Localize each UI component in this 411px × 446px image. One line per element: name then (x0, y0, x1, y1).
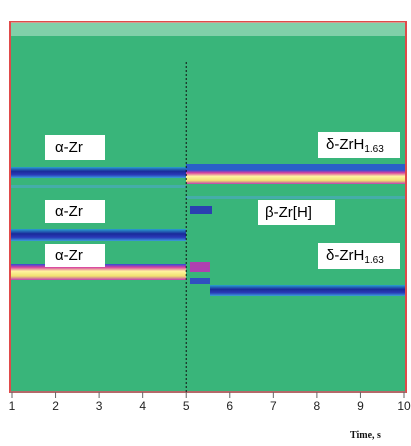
band (186, 164, 405, 171)
x-tick-label: 6 (226, 399, 233, 413)
band (11, 185, 186, 188)
label-box (318, 132, 400, 158)
x-axis-label: Time, s (350, 430, 381, 441)
x-tick-label: 3 (96, 399, 103, 413)
band (11, 264, 186, 280)
band (186, 170, 405, 184)
x-tick-label: 4 (139, 399, 146, 413)
band (11, 229, 186, 241)
annotation: δ-ZrH1.63 (326, 136, 384, 155)
annotation-text: δ-ZrH (326, 247, 364, 264)
annotation-sub: 1.63 (364, 255, 384, 266)
band (186, 196, 405, 199)
top-fade (11, 22, 405, 36)
x-tick-label: 5 (183, 399, 190, 413)
x-tick-label: 10 (397, 399, 411, 413)
label-box (318, 243, 400, 269)
label-box (45, 244, 105, 267)
band (190, 262, 210, 272)
label-box (45, 200, 105, 223)
annotation: α-Zr (55, 247, 83, 264)
x-tick-label: 9 (357, 399, 364, 413)
annotation: α-Zr (55, 139, 83, 156)
band (11, 167, 186, 178)
band (190, 278, 210, 284)
label-box (258, 200, 335, 225)
band (210, 285, 405, 296)
annotation-text: δ-ZrH (326, 136, 364, 153)
x-tick-label: 1 (9, 399, 16, 413)
x-tick-label: 8 (314, 399, 321, 413)
x-tick-label: 7 (270, 399, 277, 413)
label-box (45, 135, 105, 160)
band (190, 206, 212, 214)
annotation-sub: 1.63 (364, 144, 384, 155)
annotation: α-Zr (55, 203, 83, 220)
annotation: δ-ZrH1.63 (326, 247, 384, 266)
x-tick-label: 2 (52, 399, 59, 413)
annotation: β-Zr[H] (265, 204, 312, 221)
